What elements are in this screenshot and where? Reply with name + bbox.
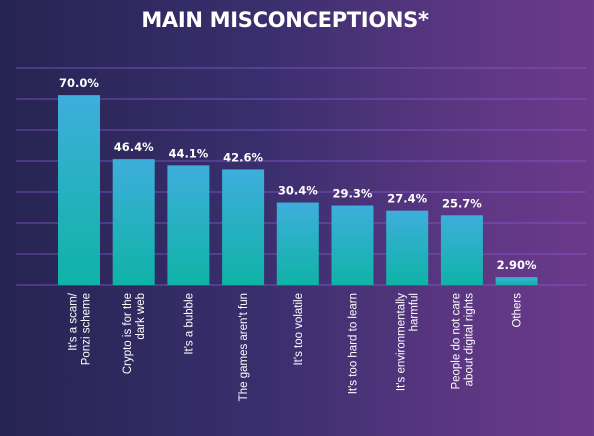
category-label: It's a bubble (183, 293, 195, 355)
category-label: It's too hard to learn (348, 293, 360, 394)
bars (58, 95, 538, 285)
data-label: 70.0% (59, 76, 99, 90)
tick-label: harmful (409, 293, 421, 331)
tick-label: It's environmentally (396, 293, 408, 391)
data-label: 44.1% (168, 146, 208, 160)
bar (331, 205, 374, 285)
tick-label: The games aren't fun (238, 293, 250, 401)
tick-label: It's a scam/ (68, 292, 80, 351)
category-label: It's a scam/Ponzi scheme (68, 292, 93, 365)
tick-label: dark web (135, 293, 147, 340)
bar (440, 215, 483, 285)
data-label: 29.3% (333, 187, 373, 201)
data-label: 2.90% (497, 258, 537, 272)
bar (222, 169, 265, 285)
tick-label: Crypto is for the (122, 293, 134, 374)
tick-label: Ponzi scheme (81, 293, 93, 365)
data-label: 42.6% (223, 150, 263, 164)
tick-label: It's too hard to learn (348, 293, 360, 394)
tick-label: Others (512, 293, 524, 328)
bar (112, 159, 155, 285)
data-label: 30.4% (278, 184, 318, 198)
bar (386, 210, 429, 285)
bar (276, 202, 319, 285)
chart-title: MAIN MISCONCEPTIONS* (141, 8, 429, 32)
category-label: Others (512, 293, 524, 328)
bar (58, 95, 100, 285)
category-labels: It's a scam/Ponzi scheme Crypto is for th… (68, 292, 524, 401)
bar (495, 277, 538, 285)
data-label: 46.4% (114, 140, 154, 154)
bar (167, 165, 210, 285)
category-label: The games aren't fun (238, 293, 250, 401)
data-label: 27.4% (387, 192, 427, 206)
tick-label: It's too volatile (293, 293, 305, 366)
tick-label: It's a bubble (183, 293, 195, 355)
data-label: 25.7% (442, 196, 482, 210)
category-label: It's environmentally harmful (396, 293, 421, 391)
tick-label: about digital rights (463, 293, 475, 387)
category-label: It's too volatile (293, 293, 305, 366)
category-label: People do not care about digital rights (450, 293, 475, 390)
tick-label: People do not care (450, 293, 462, 390)
category-label: Crypto is for the dark web (122, 293, 147, 374)
value-labels: 70.0% 46.4% 44.1% 42.6% 30.4% 29.3% 27.4% 25.7%… (59, 76, 537, 272)
